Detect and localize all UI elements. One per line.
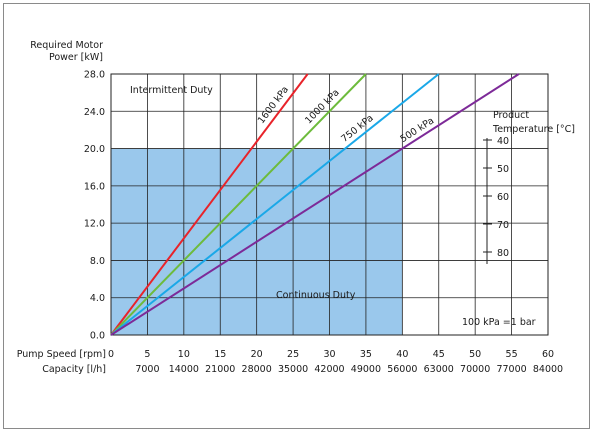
x-capacity-tick-label: 42000 xyxy=(314,364,344,375)
temperature-tick-label: 50 xyxy=(497,164,509,175)
x-capacity-tick-label: 21000 xyxy=(205,364,235,375)
x-speed-tick-label: 0 xyxy=(108,349,114,360)
x-speed-label: Pump Speed [rpm] xyxy=(17,349,106,360)
x-speed-tick-label: 25 xyxy=(287,349,299,360)
y-tick-label: 20.0 xyxy=(84,144,105,155)
x-capacity-tick-label: 14000 xyxy=(169,364,199,375)
plot-border xyxy=(110,73,549,336)
x-axis-ticks: 0 5 10 15 20 25 30 35 40 45 50 55 60 7000 14000 21000 28… xyxy=(108,349,563,375)
series-lines xyxy=(110,73,520,336)
x-capacity-tick-label: 49000 xyxy=(351,364,381,375)
pressure-unit-note: 100 kPa =1 bar xyxy=(462,317,536,328)
temperature-title-line-1: Product xyxy=(493,110,529,121)
y-tick-label: 16.0 xyxy=(84,181,105,192)
x-speed-tick-label: 60 xyxy=(542,349,554,360)
x-capacity-tick-label: 84000 xyxy=(533,364,563,375)
x-capacity-tick-label: 77000 xyxy=(496,364,526,375)
x-capacity-tick-label: 35000 xyxy=(278,364,308,375)
x-speed-tick-label: 20 xyxy=(251,349,263,360)
temperature-scale: 40 50 60 70 80 xyxy=(483,136,509,264)
y-tick-label: 12.0 xyxy=(84,219,105,230)
y-axis-title-line-1: Required Motor xyxy=(30,40,103,51)
x-speed-tick-label: 40 xyxy=(396,349,408,360)
x-capacity-tick-label: 63000 xyxy=(424,364,454,375)
plot-area-border xyxy=(110,73,549,336)
x-capacity-tick-label: 28000 xyxy=(242,364,272,375)
y-tick-label: 4.0 xyxy=(90,293,105,304)
temperature-tick-label: 70 xyxy=(497,220,509,231)
x-capacity-label: Capacity [l/h] xyxy=(42,364,106,375)
intermittent-duty-label: Intermittent Duty xyxy=(130,85,213,96)
temperature-tick-label: 80 xyxy=(497,248,509,259)
y-tick-label: 28.0 xyxy=(84,70,105,81)
x-capacity-tick-label: 70000 xyxy=(460,364,490,375)
x-speed-tick-label: 35 xyxy=(360,349,372,360)
motor-power-chart: 28.0 24.0 20.0 16.0 12.0 8.0 4.0 0.0 0 5 10 15 20 25… xyxy=(17,40,575,375)
x-speed-tick-label: 10 xyxy=(178,349,190,360)
temperature-title-line-2: Temperature [°C] xyxy=(492,124,575,135)
x-speed-tick-label: 50 xyxy=(469,349,481,360)
grid xyxy=(111,74,548,335)
y-tick-label: 8.0 xyxy=(90,256,105,267)
temperature-tick-label: 40 xyxy=(497,136,509,147)
y-axis-ticks: 28.0 24.0 20.0 16.0 12.0 8.0 4.0 0.0 xyxy=(84,70,105,342)
x-capacity-tick-label: 56000 xyxy=(387,364,417,375)
y-tick-label: 24.0 xyxy=(84,107,105,118)
series-line xyxy=(110,73,309,336)
x-speed-tick-label: 30 xyxy=(323,349,335,360)
x-speed-tick-label: 55 xyxy=(506,349,518,360)
series-line xyxy=(110,73,520,336)
x-capacity-tick-label: 7000 xyxy=(135,364,159,375)
continuous-duty-label: Continuous Duty xyxy=(276,290,356,301)
x-speed-tick-label: 5 xyxy=(144,349,150,360)
y-axis-title-line-2: Power [kW] xyxy=(49,52,103,63)
x-speed-tick-label: 15 xyxy=(214,349,226,360)
chart-frame: 28.0 24.0 20.0 16.0 12.0 8.0 4.0 0.0 0 5 10 15 20 25… xyxy=(3,3,590,429)
y-tick-label: 0.0 xyxy=(90,331,105,342)
series-label: 1000 kPa xyxy=(303,87,341,126)
series-line xyxy=(110,73,367,336)
temperature-tick-label: 60 xyxy=(497,192,509,203)
x-speed-tick-label: 45 xyxy=(433,349,445,360)
series-line xyxy=(110,73,440,336)
